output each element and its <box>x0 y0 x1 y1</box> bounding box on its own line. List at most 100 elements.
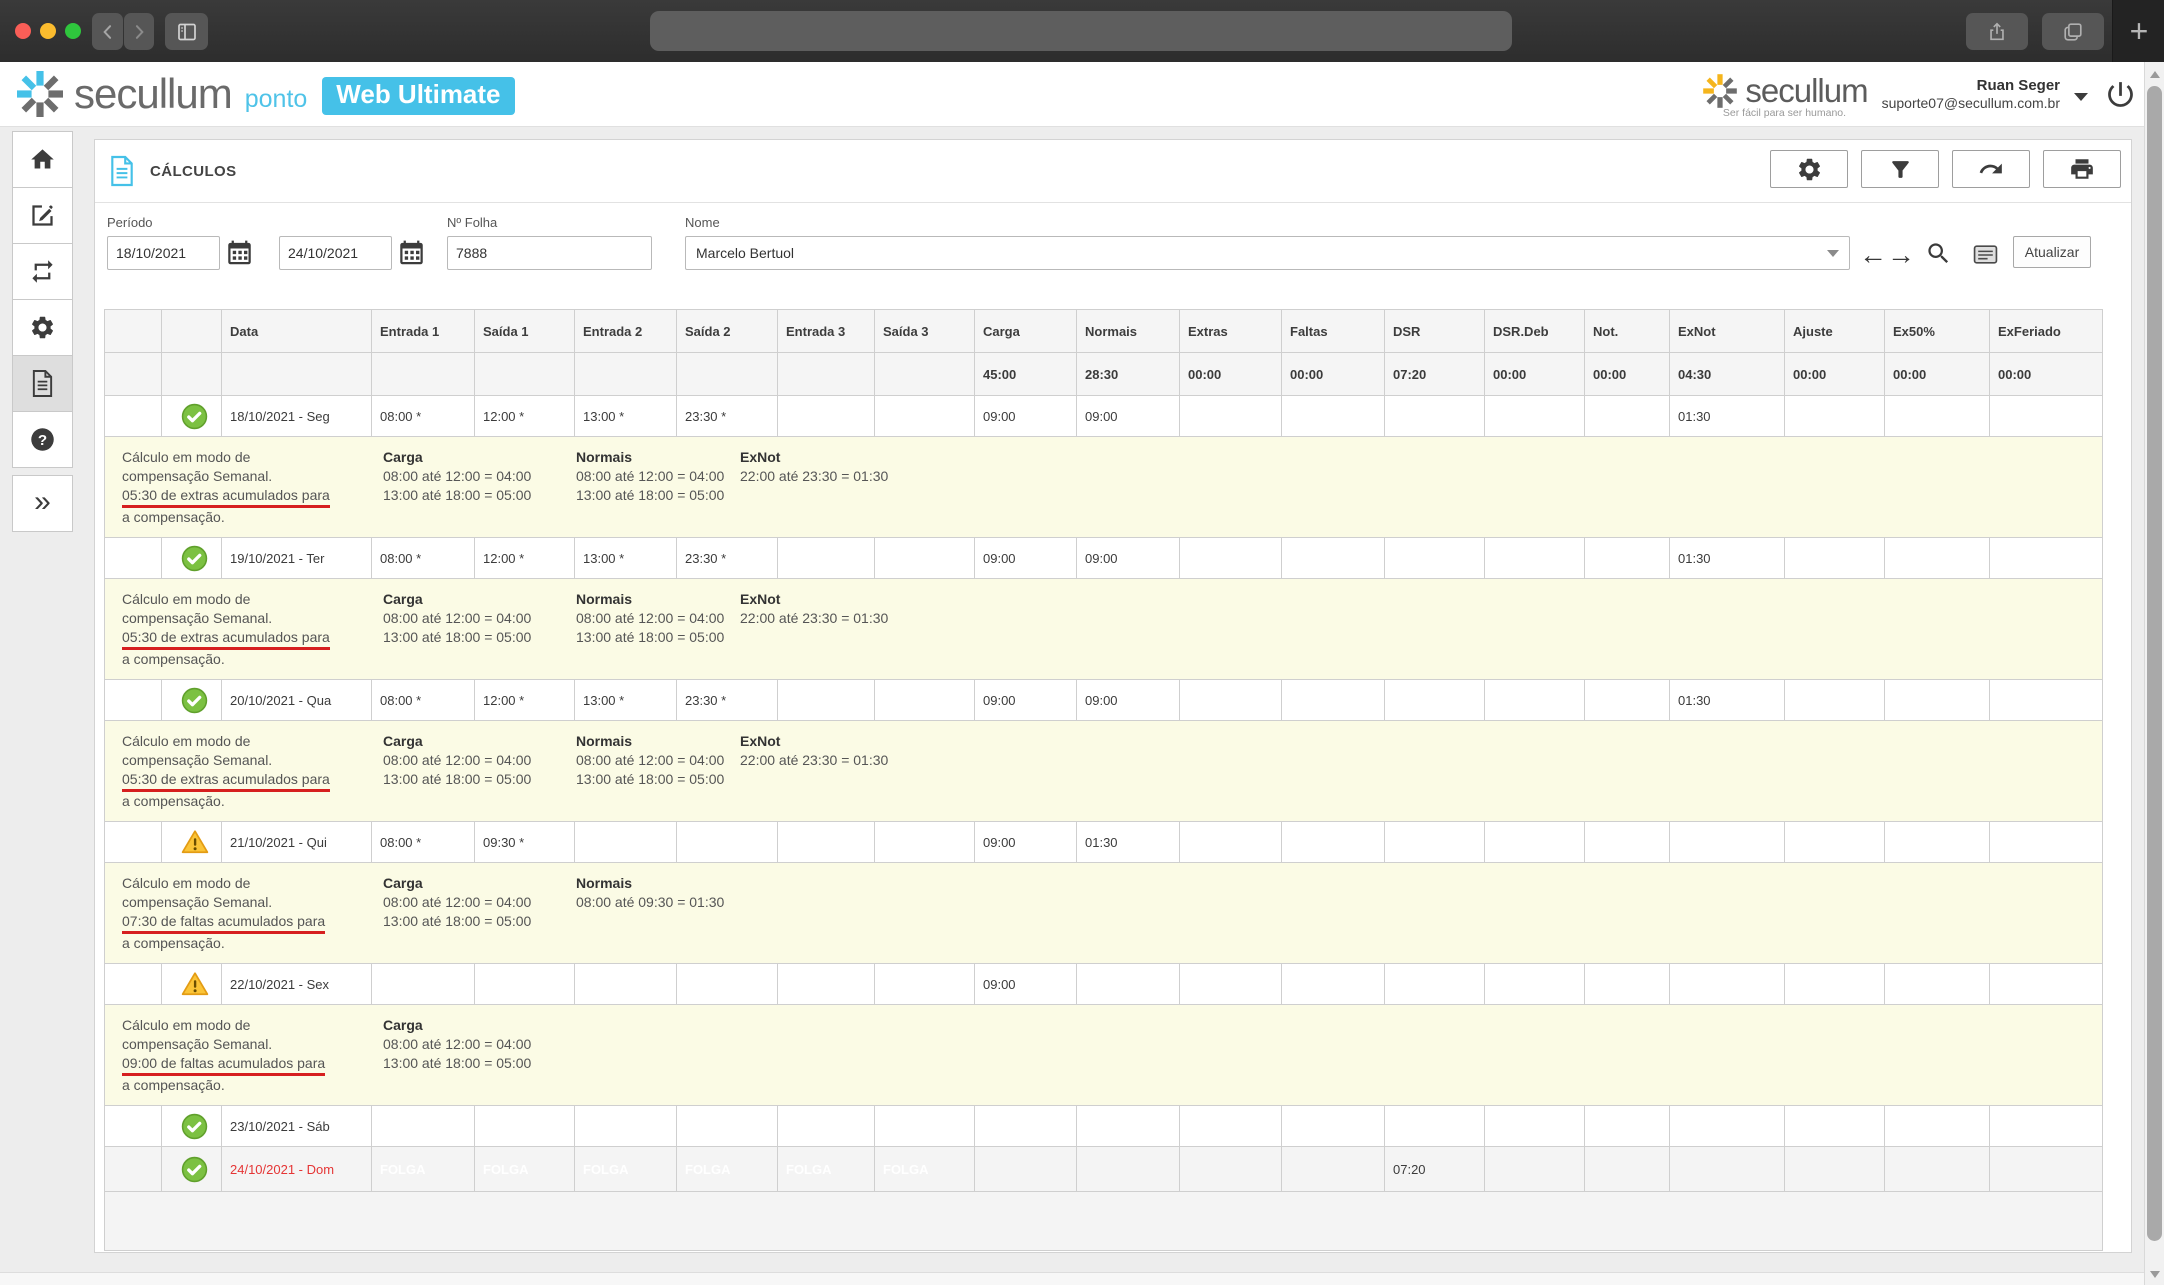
chevron-double-right-icon: » <box>34 484 51 518</box>
toolbar-settings-button[interactable] <box>1770 150 1848 188</box>
column-header-not-[interactable]: Not. <box>1584 309 1670 353</box>
sidebar-item-sync[interactable] <box>12 243 73 300</box>
sidebar-item-home[interactable] <box>12 131 73 188</box>
toolbar-filter-button[interactable] <box>1861 150 1939 188</box>
status-cell[interactable] <box>161 537 222 579</box>
scroll-down-arrow-icon[interactable] <box>2150 1271 2160 1278</box>
previous-employee-button[interactable]: ← <box>1859 241 1887 269</box>
value-cell: 09:00 <box>974 679 1077 721</box>
value-cell <box>1179 537 1282 579</box>
value-cell <box>1076 1146 1180 1192</box>
search-employee-button[interactable] <box>1925 240 1952 267</box>
scroll-up-arrow-icon[interactable] <box>2150 71 2160 78</box>
column-header-faltas[interactable]: Faltas <box>1281 309 1385 353</box>
browser-tabs-button[interactable] <box>2042 13 2104 50</box>
date-label: 20/10/2021 - Qua <box>230 692 332 708</box>
toolbar-export-button[interactable] <box>1952 150 2030 188</box>
logout-button[interactable] <box>2102 76 2138 112</box>
employee-card-button[interactable] <box>1973 244 1998 265</box>
repeat-icon <box>32 260 53 283</box>
value-cell: 09:00 <box>974 537 1077 579</box>
folha-input[interactable] <box>447 236 652 270</box>
column-header-sa-da-1[interactable]: Saída 1 <box>474 309 575 353</box>
value-cell <box>1384 395 1485 437</box>
zoom-window-button[interactable] <box>65 23 81 39</box>
punch-cell: FOLGA <box>777 1146 875 1192</box>
nome-selected-value: Marcelo Bertuol <box>696 245 795 261</box>
column-header-sa-da-3[interactable]: Saída 3 <box>874 309 975 353</box>
browser-back-button[interactable] <box>92 13 123 50</box>
close-window-button[interactable] <box>15 23 31 39</box>
column-header-exferiado[interactable]: ExFeriado <box>1989 309 2103 353</box>
calendar-start-button[interactable] <box>226 239 253 267</box>
brand-product: ponto <box>244 84 308 113</box>
value-cell <box>1784 537 1885 579</box>
check-ok-icon <box>181 687 208 713</box>
column-header-extras[interactable]: Extras <box>1179 309 1282 353</box>
date-label: 23/10/2021 - Sáb <box>230 1118 330 1134</box>
status-cell[interactable] <box>161 963 222 1005</box>
column-header-empty <box>161 309 222 353</box>
column-header-data[interactable]: Data <box>221 309 372 353</box>
note-detail-block: Normais 08:00 até 12:00 = 04:00 13:00 até … <box>576 733 725 787</box>
calculos-table: Data Entrada 1 Saída 1 Entrada 2 Saída 2 Entr… <box>104 309 2103 1251</box>
column-header-entrada-1[interactable]: Entrada 1 <box>371 309 475 353</box>
vertical-scrollbar-thumb[interactable] <box>2147 86 2162 1241</box>
chevron-down-icon[interactable] <box>2074 93 2088 101</box>
new-tab-button[interactable]: + <box>2112 0 2164 62</box>
column-header-ex50-[interactable]: Ex50% <box>1884 309 1990 353</box>
atualizar-button[interactable]: Atualizar <box>2013 236 2091 268</box>
nome-select[interactable]: Marcelo Bertuol <box>685 236 1850 270</box>
sidebar-toggle-button[interactable] <box>165 13 208 50</box>
totals-empty <box>104 352 162 396</box>
calculos-card: CÁLCULOS Período Nº Folha Nome Marcelo B… <box>94 139 2132 1253</box>
calendar-end-button[interactable] <box>398 239 425 267</box>
brand-name-right: secullum <box>1745 72 1868 109</box>
browser-share-button[interactable] <box>1966 13 2028 50</box>
toolbar-print-button[interactable] <box>2043 150 2121 188</box>
sidebar-item-expand[interactable]: » <box>12 475 73 532</box>
column-header-exnot[interactable]: ExNot <box>1669 309 1785 353</box>
row-select-cell <box>104 821 162 863</box>
browser-forward-button[interactable] <box>124 13 154 50</box>
horizontal-scrollbar[interactable] <box>0 1272 2144 1285</box>
column-header-normais[interactable]: Normais <box>1076 309 1180 353</box>
note-cell: Cálculo em modo de compensação Semanal. 09… <box>104 1004 2103 1106</box>
column-header-sa-da-2[interactable]: Saída 2 <box>676 309 778 353</box>
punch-cell: FOLGA <box>676 1146 778 1192</box>
status-cell[interactable] <box>161 679 222 721</box>
periodo-start-input[interactable] <box>107 236 220 270</box>
sidebar-item-help[interactable]: ? <box>12 411 73 468</box>
value-cell <box>1484 1105 1585 1147</box>
column-header-entrada-2[interactable]: Entrada 2 <box>574 309 677 353</box>
periodo-end-input[interactable] <box>279 236 392 270</box>
value-cell: 01:30 <box>1669 537 1785 579</box>
status-cell[interactable] <box>161 1146 222 1192</box>
row-select-cell <box>104 395 162 437</box>
sidebar-item-settings[interactable] <box>12 299 73 356</box>
sidebar-item-edit[interactable] <box>12 187 73 244</box>
status-cell[interactable] <box>161 821 222 863</box>
status-cell[interactable] <box>161 1105 222 1147</box>
sidebar-item-calculations[interactable] <box>12 355 73 412</box>
column-header-carga[interactable]: Carga <box>974 309 1077 353</box>
vertical-scrollbar[interactable] <box>2144 62 2164 1285</box>
date-label: 19/10/2021 - Ter <box>230 550 325 566</box>
note-cell: Cálculo em modo de compensação Semanal. 07… <box>104 862 2103 964</box>
column-header-ajuste[interactable]: Ajuste <box>1784 309 1885 353</box>
next-employee-button[interactable]: → <box>1887 241 1915 269</box>
total-value-cell <box>676 352 778 396</box>
sidebar-panel-icon <box>177 23 196 40</box>
value-cell <box>1989 821 2103 863</box>
user-menu[interactable]: Ruan Seger suporte07@secullum.com.br <box>1882 77 2060 110</box>
column-header-dsr[interactable]: DSR <box>1384 309 1485 353</box>
address-bar[interactable] <box>650 11 1512 51</box>
note-detail-block: Carga 08:00 até 12:00 = 04:00 13:00 até 18… <box>383 733 532 787</box>
date-cell: 18/10/2021 - Seg <box>221 395 372 437</box>
minimize-window-button[interactable] <box>40 23 56 39</box>
day-row: 20/10/2021 - Qua 08:00 * 12:00 * 13:00 * 23:… <box>104 679 2103 721</box>
status-cell[interactable] <box>161 395 222 437</box>
filter-funnel-icon <box>1891 160 1909 178</box>
column-header-dsr-deb[interactable]: DSR.Deb <box>1484 309 1585 353</box>
column-header-entrada-3[interactable]: Entrada 3 <box>777 309 875 353</box>
